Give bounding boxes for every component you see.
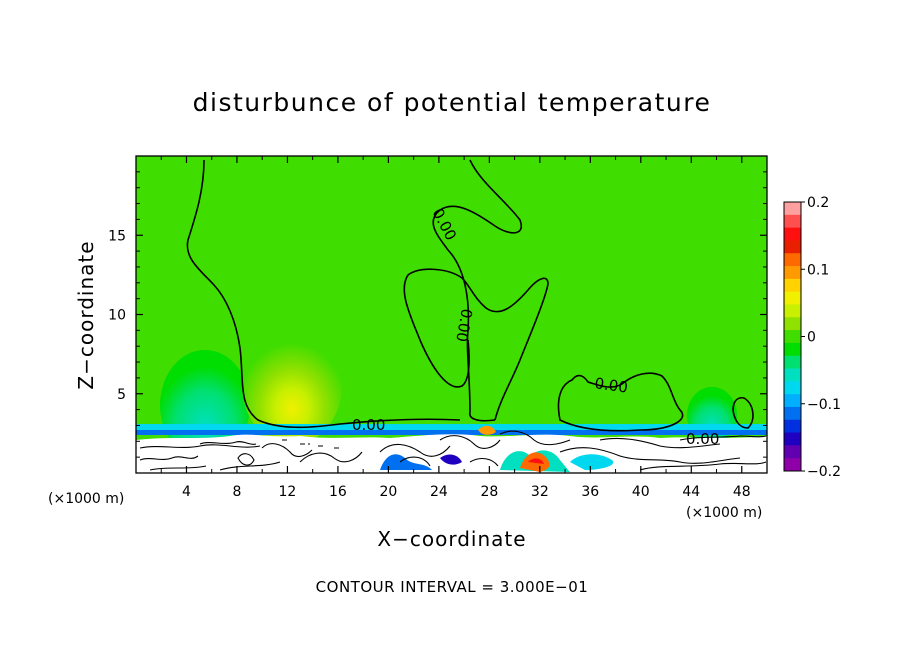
colorbar-swatch (784, 291, 801, 305)
lower-region (136, 434, 767, 473)
x-tick-label: 20 (379, 484, 397, 500)
colorbar-tick-label: −0.1 (807, 397, 841, 413)
contour-label: 0.00 (452, 307, 476, 343)
colorbar-swatch (784, 368, 801, 382)
x-axis-label: X−coordinate (377, 527, 526, 551)
heatmap-field (136, 156, 767, 473)
y-tick-label: 10 (108, 308, 126, 324)
colorbar-swatch (784, 355, 801, 370)
x-tick-label: 36 (581, 484, 599, 500)
x-tick-label: 4 (182, 484, 191, 500)
colorbar: 0.2 0.1 0 −0.1 −0.2 (783, 195, 841, 480)
colorbar-tick-label: −0.2 (807, 464, 841, 480)
colorbar-swatch (784, 406, 801, 421)
colorbar-swatch (784, 317, 801, 331)
colorbar-tick-label: 0 (807, 330, 816, 346)
colorbar-swatch (784, 445, 801, 459)
x-tick-label: 24 (430, 484, 448, 500)
x-tick-label: 12 (279, 484, 297, 500)
colorbar-tick-label: 0.2 (807, 195, 829, 211)
contour-right (557, 372, 684, 432)
chart-title: disturbunce of potential temperature (193, 88, 712, 117)
lower-contours (139, 430, 767, 471)
colorbar-swatch (784, 381, 801, 395)
colorbar-swatch (784, 266, 801, 280)
x-tick-label: 48 (733, 484, 751, 500)
boundary-band-blue (136, 430, 767, 435)
x-tick-label: 44 (682, 484, 700, 500)
x-tick-label: 16 (329, 484, 347, 500)
colorbar-swatch (784, 202, 801, 216)
colorbar-swatch (784, 304, 801, 318)
contour-left (186, 159, 461, 429)
y-axis: 5 10 15 (108, 171, 767, 458)
contour-loop (403, 268, 549, 421)
colorbar-swatch (784, 432, 801, 446)
colorbar-tick-label: 0.1 (807, 262, 829, 278)
colorbar-swatch (784, 394, 801, 408)
y-tick-label: 15 (108, 228, 126, 244)
x-axis: 4 8 12 16 20 24 28 32 36 40 44 48 (160, 156, 751, 500)
x-unit-right: (×1000 m) (686, 505, 762, 521)
y-axis-label: Z−coordinate (74, 240, 98, 389)
x-tick-label: 8 (232, 484, 241, 500)
colorbar-swatch (784, 419, 801, 434)
x-tick-label: 40 (632, 484, 650, 500)
colorbar-swatch (784, 330, 801, 344)
patch-cyan-2 (570, 454, 614, 470)
patch-dark-blue (440, 454, 462, 465)
colorbar-swatch (784, 227, 801, 241)
colorbar-swatch (784, 253, 801, 267)
y-tick-label: 5 (117, 387, 126, 403)
contour-label: 0.00 (352, 416, 385, 434)
patch-red (528, 458, 544, 464)
colorbar-swatch (784, 278, 801, 293)
contour-upper (432, 159, 523, 422)
patch-amber (478, 425, 496, 435)
x-tick-label: 28 (480, 484, 498, 500)
patch-blue-1 (380, 454, 432, 470)
boundary-band-cyan (136, 424, 767, 432)
contour-label: 0.00 (593, 374, 629, 396)
contour-interval-text: CONTOUR INTERVAL = 3.000E−01 (316, 578, 589, 596)
colorbar-swatch (784, 214, 801, 229)
warm-region (242, 325, 342, 445)
colorbar-swatch (784, 240, 801, 254)
contour-small (732, 397, 754, 429)
x-unit-left: (×1000 m) (48, 491, 124, 507)
colorbar-swatch (784, 342, 801, 357)
colorbar-swatch (784, 458, 801, 472)
contour-label: 0.00 (686, 430, 719, 448)
x-tick-label: 32 (531, 484, 549, 500)
